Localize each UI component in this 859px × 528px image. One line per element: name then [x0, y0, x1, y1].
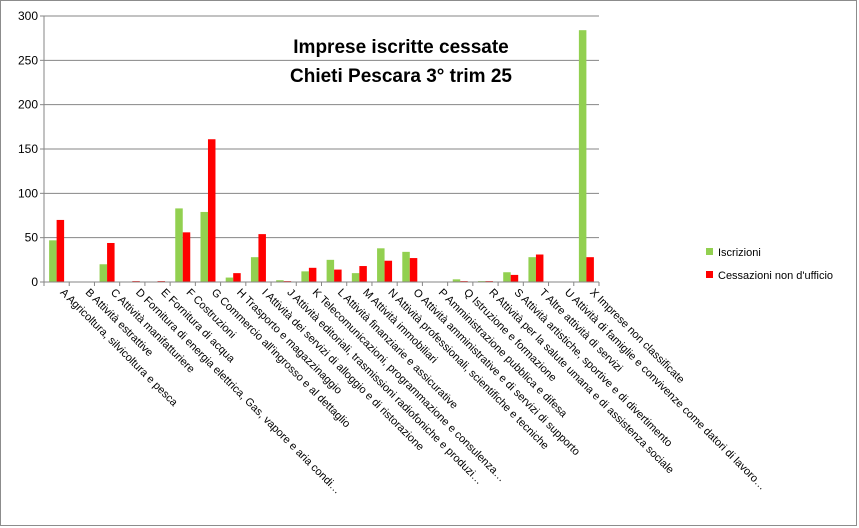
y-tick-label: 150 — [18, 142, 38, 156]
gridlines — [44, 15, 599, 239]
legend-label-iscrizioni: Iscrizioni — [718, 247, 761, 259]
y-tick-label: 300 — [18, 9, 38, 23]
bar-cessazioni — [56, 219, 65, 282]
bar-cessazioni — [182, 232, 191, 282]
chart-title: Imprese iscritte cessate Chieti Pescara … — [290, 37, 512, 87]
bar-iscrizioni — [49, 240, 57, 282]
chart-title-line-2: Chieti Pescara 3° trim 25 — [290, 66, 512, 87]
bar-iscrizioni — [351, 273, 360, 282]
bar-iscrizioni — [276, 280, 284, 282]
bar-iscrizioni — [326, 259, 335, 282]
bar-cessazioni — [359, 266, 367, 282]
bar-cessazioni — [535, 254, 544, 282]
bar-cessazioni — [510, 274, 519, 282]
y-tick-label: 0 — [31, 275, 38, 289]
y-axis-ticks: 0 50 100 150 200 250 300 — [18, 9, 44, 289]
bar-cessazioni — [586, 257, 594, 282]
bar-cessazioni — [334, 269, 342, 282]
bar-iscrizioni — [528, 257, 536, 282]
y-tick-label: 50 — [25, 231, 39, 245]
bar-iscrizioni — [377, 248, 385, 282]
legend: Iscrizioni Cessazioni non d'ufficio — [706, 247, 833, 282]
bar-cessazioni — [258, 234, 266, 282]
bar-cessazioni — [233, 273, 241, 282]
y-tick-label: 250 — [18, 53, 38, 67]
bar-iscrizioni — [175, 208, 183, 282]
bar-cessazioni — [207, 139, 216, 282]
bar-cessazioni — [308, 267, 317, 282]
y-tick-label: 100 — [18, 186, 38, 200]
bar-iscrizioni — [578, 30, 587, 283]
bar-iscrizioni — [250, 257, 259, 282]
bar-iscrizioni — [225, 277, 234, 282]
bar-iscrizioni — [200, 211, 208, 282]
bar-cessazioni — [409, 258, 418, 282]
legend-swatch-iscrizioni — [706, 248, 713, 255]
legend-swatch-cessazioni — [706, 271, 713, 278]
y-tick-label: 200 — [18, 98, 38, 112]
chart-title-line-1: Imprese iscritte cessate — [293, 37, 508, 58]
bar-iscrizioni — [301, 271, 309, 282]
bar-cessazioni — [107, 242, 115, 282]
bar-iscrizioni — [503, 272, 511, 282]
bar-iscrizioni — [402, 251, 410, 282]
bar-iscrizioni — [99, 264, 108, 282]
legend-label-cessazioni: Cessazioni non d'ufficio — [718, 270, 833, 282]
bar-iscrizioni — [452, 279, 461, 282]
bar-cessazioni — [384, 260, 393, 282]
